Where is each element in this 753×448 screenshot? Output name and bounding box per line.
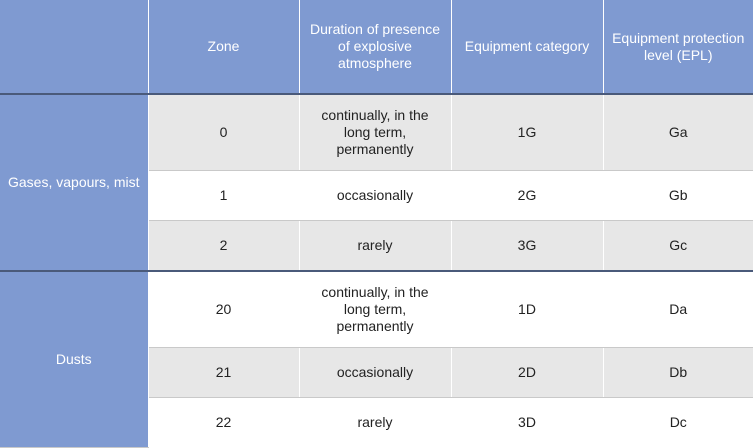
cell-duration: continually, in the long term, permanent… [299, 94, 452, 171]
cell-epl: Db [603, 347, 753, 398]
group-label-gases: Gases, vapours, mist [0, 94, 149, 272]
cell-duration: occasionally [299, 347, 452, 398]
cell-zone: 1 [148, 170, 300, 221]
cell-zone: 20 [148, 271, 300, 348]
cell-category: 1G [451, 94, 604, 171]
table-header-row: Zone Duration of presence of explosive a… [0, 0, 753, 95]
cell-duration: rarely [299, 220, 452, 272]
cell-category: 3D [451, 397, 604, 447]
cell-epl: Gc [603, 220, 753, 272]
cell-epl: Ga [603, 94, 753, 171]
cell-epl: Gb [603, 170, 753, 221]
table-row: Dusts 20 continually, in the long term, … [0, 271, 753, 448]
cell-duration: rarely [299, 397, 452, 447]
table-row: 2 rarely 3G Gc [0, 220, 753, 272]
header-duration: Duration of presence of explosive atmosp… [299, 0, 452, 95]
table-row: Gases, vapours, mist 0 continually, in t… [0, 94, 753, 272]
cell-category: 1D [451, 271, 604, 348]
cell-category: 2D [451, 347, 604, 398]
group-label-dusts: Dusts [0, 271, 149, 448]
cell-category: 3G [451, 220, 604, 272]
cell-duration: occasionally [299, 170, 452, 221]
cell-zone: 22 [148, 397, 300, 447]
cell-duration: continually, in the long term, permanent… [299, 271, 452, 348]
table-row: 22 rarely 3D Dc [0, 397, 753, 447]
header-epl: Equipment protection level (EPL) [603, 0, 753, 95]
cell-epl: Da [603, 271, 753, 348]
table-row: 1 occasionally 2G Gb [0, 170, 753, 221]
cell-epl: Dc [603, 397, 753, 447]
cell-category: 2G [451, 170, 604, 221]
table-row: 21 occasionally 2D Db [0, 347, 753, 398]
header-zone: Zone [148, 0, 300, 95]
header-group [0, 0, 149, 95]
cell-zone: 2 [148, 220, 300, 272]
cell-zone: 21 [148, 347, 300, 398]
header-category: Equipment category [451, 0, 604, 95]
cell-zone: 0 [148, 94, 300, 171]
